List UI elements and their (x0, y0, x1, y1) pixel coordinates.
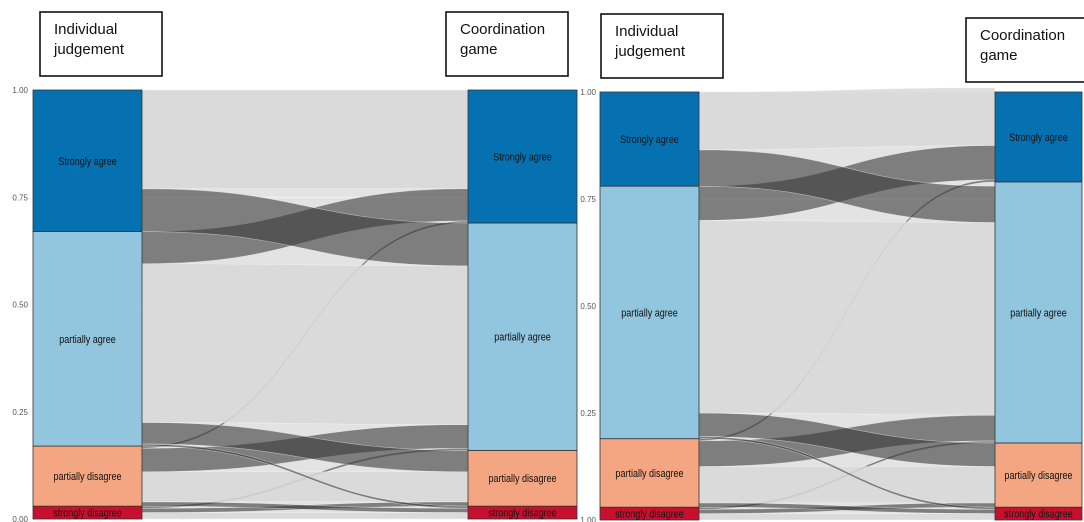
left-stratum-label: Strongly agree (58, 156, 117, 168)
y-tick-label: 0.50 (12, 301, 28, 310)
flow-strongly-agree-to-strongly-agree (698, 87, 996, 151)
alluvial-panel-right: 1.00 0.25 0.50 0.75 1.00 strongly disagree par… (580, 13, 1084, 522)
flow-strongly-disagree-to-strongly-disagree (698, 513, 996, 521)
right-stratum-label: partially disagree (488, 473, 556, 485)
left-stratum-label: partially disagree (615, 468, 683, 480)
right-stratum-label: Strongly agree (493, 152, 552, 164)
left-stratum-label: strongly disagree (615, 509, 684, 521)
left-stratum-label: partially agree (621, 308, 678, 320)
flow-partially-agree-to-partially-agree (141, 263, 469, 425)
y-tick-label: 1.00 (580, 516, 596, 522)
left-stratum-label: partially disagree (53, 471, 121, 483)
right-stratum-label: Strongly agree (1009, 132, 1068, 144)
stage-label-box-individual (600, 13, 724, 79)
right-stratum-partially-agree (467, 222, 578, 451)
right-stratum-label: strongly disagree (488, 508, 557, 520)
stage-label-text: Individual (54, 21, 117, 38)
y-tick-label: 0.00 (12, 515, 28, 522)
stage-label-text: game (980, 47, 1018, 64)
left-stratum-label: partially agree (59, 334, 116, 346)
y-tick-label: 1.00 (580, 88, 596, 97)
left-stratum-partially-agree (599, 185, 700, 440)
left-stratum-label: Strongly agree (620, 134, 679, 146)
left-stratum-partially-disagree (599, 438, 700, 508)
stage-label-text: judgement (614, 43, 686, 60)
flow-strongly-agree-to-strongly-agree (141, 89, 469, 189)
left-stratum-label: strongly disagree (53, 508, 122, 520)
right-stratum-partially-disagree (994, 442, 1083, 508)
alluvial-panel-left: 0.00 0.25 0.50 0.75 1.00 strongly disagree par… (12, 11, 578, 522)
y-tick-label: 0.25 (12, 408, 28, 417)
right-stratum-label: strongly disagree (1004, 509, 1073, 521)
stage-label-text: Coordination (460, 21, 545, 38)
right-stratum-partially-disagree (467, 449, 578, 507)
right-stratum-strongly-agree (467, 89, 578, 224)
stage-label-text: Coordination (980, 27, 1065, 44)
left-stratum-strongly-agree (32, 89, 143, 232)
right-stratum-label: partially agree (1010, 308, 1067, 320)
stage-label-box-coordination (965, 17, 1084, 83)
right-stratum-label: partially disagree (1004, 470, 1072, 482)
stage-label-text: judgement (53, 41, 125, 58)
stage-label-text: game (460, 41, 498, 58)
stage-label-box-individual (39, 11, 163, 77)
right-stratum-label: partially agree (494, 332, 551, 344)
y-tick-label: 0.75 (580, 195, 596, 204)
stage-label-text: Individual (615, 23, 678, 40)
flow-strongly-disagree-to-strongly-disagree (141, 512, 469, 520)
y-tick-label: 0.75 (12, 193, 28, 202)
left-stratum-strongly-agree (599, 91, 700, 187)
y-tick-label: 1.00 (12, 86, 28, 95)
stage-label-box-coordination (445, 11, 569, 77)
y-tick-label: 0.25 (580, 409, 596, 418)
y-tick-label: 0.50 (580, 302, 596, 311)
flow-partially-agree-to-partially-agree (698, 220, 996, 416)
right-stratum-strongly-agree (994, 91, 1083, 183)
right-stratum-partially-agree (994, 181, 1083, 444)
